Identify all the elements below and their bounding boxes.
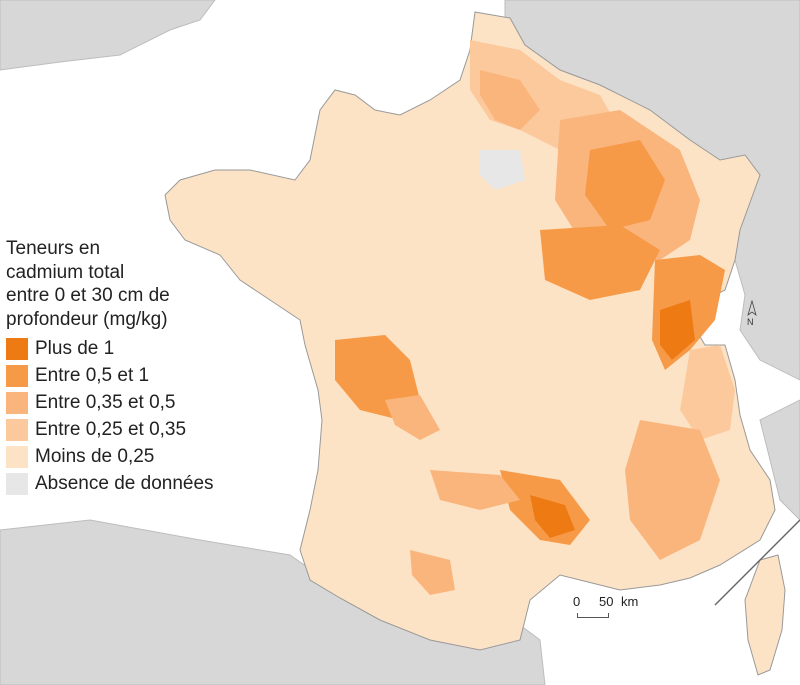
zone-southeast xyxy=(625,420,720,560)
zone-jura-core xyxy=(660,300,695,360)
legend-swatch xyxy=(6,418,28,441)
zone-pyrenees xyxy=(410,550,455,595)
italy-south-land xyxy=(759,399,800,521)
corsica-inset-line xyxy=(714,519,800,606)
zone-south xyxy=(430,470,520,510)
corsica-island xyxy=(744,554,786,676)
legend-title-line: entre 0 et 30 cm de xyxy=(6,285,170,306)
scale-start-label: 0 xyxy=(573,594,581,609)
north-arrow: N xyxy=(742,299,762,330)
legend-swatch xyxy=(6,391,28,414)
zone-west-2 xyxy=(385,395,440,440)
legend-item: Plus de 1 xyxy=(6,335,306,362)
legend-item-label: Moins de 0,25 xyxy=(35,445,155,467)
legend-item-label: Entre 0,5 et 1 xyxy=(35,364,150,386)
map-legend: Teneurs en cadmium total entre 0 et 30 c… xyxy=(6,237,306,497)
legend-swatch xyxy=(6,445,28,468)
legend-swatch xyxy=(6,472,28,495)
legend-swatch xyxy=(6,364,28,387)
legend-item: Absence de données xyxy=(6,470,306,497)
legend-item: Entre 0,5 et 1 xyxy=(6,362,306,389)
zone-alps xyxy=(680,345,735,440)
scale-bar: 0 50 km xyxy=(570,594,650,624)
legend-title-line: cadmium total xyxy=(6,261,125,283)
zone-burgundy xyxy=(540,225,660,300)
zone-causses-core xyxy=(530,495,575,538)
legend-item-label: Entre 0,25 et 0,35 xyxy=(35,418,187,440)
north-arrow-icon xyxy=(747,299,757,317)
legend-title-line: Teneurs en xyxy=(6,238,101,259)
zone-paris-nodata xyxy=(480,150,525,190)
legend-swatch xyxy=(6,337,28,360)
legend-title-line: profondeur (mg/kg) xyxy=(6,308,168,330)
scale-unit-label: km xyxy=(621,594,639,609)
zone-northeast-2 xyxy=(585,140,665,230)
scale-end-label: 50 xyxy=(599,594,614,609)
legend-item: Moins de 0,25 xyxy=(6,443,306,470)
legend-item-label: Plus de 1 xyxy=(35,337,115,359)
legend-item: Entre 0,35 et 0,5 xyxy=(6,389,306,416)
legend-title: Teneurs en cadmium total entre 0 et 30 c… xyxy=(6,237,306,331)
zone-north-2 xyxy=(480,70,540,130)
scale-bar-line xyxy=(577,613,609,618)
cadmium-zones xyxy=(335,40,735,595)
legend-item-label: Absence de données xyxy=(35,472,214,494)
legend-item-label: Entre 0,35 et 0,5 xyxy=(35,391,176,413)
legend-item: Entre 0,25 et 0,35 xyxy=(6,416,306,443)
uk-land xyxy=(0,0,216,71)
north-label: N xyxy=(747,317,754,327)
